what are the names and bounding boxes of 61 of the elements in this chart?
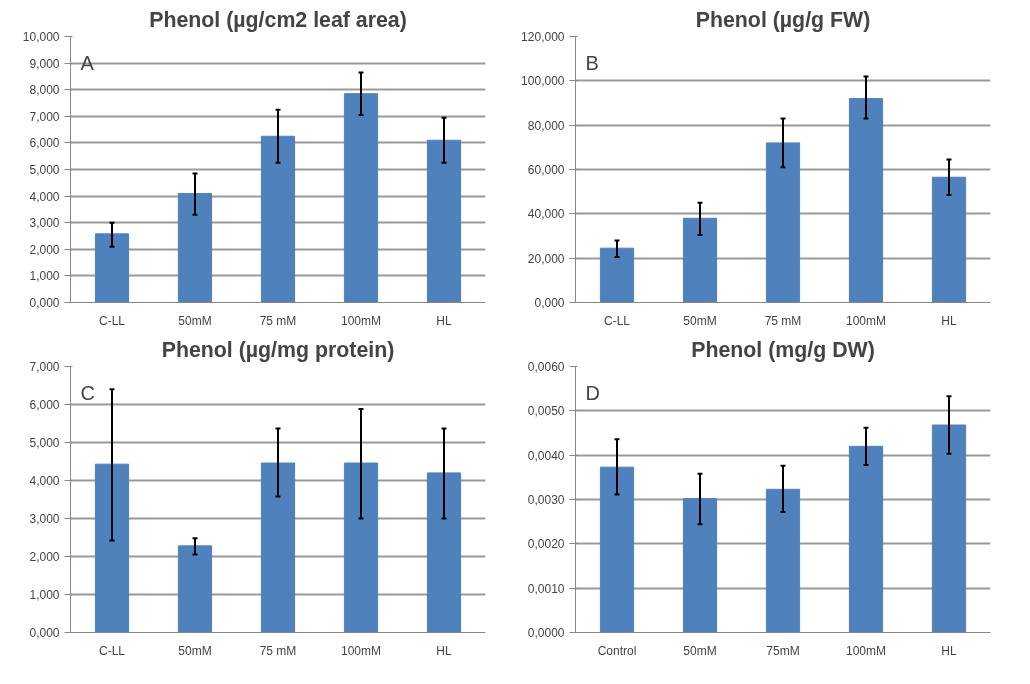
y-tick-label: 2,000 xyxy=(29,550,60,564)
y-tick-label: 0,000 xyxy=(29,296,60,310)
y-tick-label: 0,0010 xyxy=(527,581,565,596)
x-tick-label: C-LL xyxy=(99,313,126,328)
x-tick-label: 75 mM xyxy=(764,313,802,328)
y-tick-label: 0,0030 xyxy=(527,493,565,507)
chart-title: Phenol (µg/mg protein) xyxy=(161,337,395,362)
x-tick-label: Control xyxy=(597,643,637,658)
x-tick-label: 50mM xyxy=(178,643,212,658)
y-tick-label: 6,000 xyxy=(29,136,60,151)
y-tick-label: 4,000 xyxy=(29,474,60,488)
y-tick-label: 5,000 xyxy=(29,436,60,450)
y-tick-label: 1,000 xyxy=(29,269,60,284)
y-tick-label: 100,000 xyxy=(521,74,565,89)
y-tick-label: 4,000 xyxy=(29,189,60,204)
y-tick-label: 1,000 xyxy=(29,588,60,602)
y-tick-label: 9,000 xyxy=(29,56,60,71)
y-tick-label: 0,0040 xyxy=(527,448,565,463)
x-tick-label: HL xyxy=(941,643,957,658)
x-tick-label: HL xyxy=(436,313,452,328)
y-tick-label: 60,000 xyxy=(527,163,565,177)
x-tick-label: 100mM xyxy=(340,643,382,658)
x-tick-label: 50mM xyxy=(178,313,212,328)
y-tick-label: 10,000 xyxy=(22,30,60,44)
x-tick-label: HL xyxy=(941,313,957,328)
y-tick-label: 120,000 xyxy=(521,30,565,44)
chart-title: Phenol (µg/g FW) xyxy=(695,7,871,32)
x-tick-label: C-LL xyxy=(604,313,631,328)
y-tick-label: 0,0060 xyxy=(527,360,565,374)
x-tick-label: HL xyxy=(436,643,452,658)
annotation: D xyxy=(585,382,600,405)
y-tick-label: 0,0050 xyxy=(527,404,565,419)
y-tick-label: 20,000 xyxy=(527,251,565,266)
y-tick-label: 3,000 xyxy=(29,512,60,526)
annotation: C xyxy=(80,382,95,405)
x-tick-label: C-LL xyxy=(99,643,126,658)
y-tick-label: 7,000 xyxy=(29,360,60,374)
annotation: B xyxy=(585,52,599,75)
x-tick-label: 100mM xyxy=(340,313,382,328)
y-tick-label: 0,000 xyxy=(29,626,60,640)
x-tick-label: 100mM xyxy=(845,313,887,328)
x-tick-label: 50mM xyxy=(683,643,717,658)
y-tick-label: 8,000 xyxy=(29,83,60,98)
y-tick-label: 0,0020 xyxy=(527,537,565,552)
annotation: A xyxy=(80,52,95,75)
chart-title: Phenol (mg/g DW) xyxy=(691,337,875,362)
x-tick-label: 75mM xyxy=(766,643,800,658)
y-tick-label: 0,000 xyxy=(534,296,565,310)
y-tick-label: 0,0000 xyxy=(527,626,565,640)
y-tick-label: 80,000 xyxy=(527,118,565,133)
y-tick-label: 6,000 xyxy=(29,398,60,412)
y-tick-label: 2,000 xyxy=(29,242,60,257)
x-tick-label: 75 mM xyxy=(259,313,297,328)
x-tick-label: 75 mM xyxy=(259,643,297,658)
chart-title: Phenol (µg/cm2 leaf area) xyxy=(149,7,407,32)
y-tick-label: 3,000 xyxy=(29,216,60,231)
y-tick-label: 5,000 xyxy=(29,163,60,177)
y-tick-label: 7,000 xyxy=(29,109,60,124)
x-tick-label: 100mM xyxy=(845,643,887,658)
x-tick-label: 50mM xyxy=(683,313,717,328)
y-tick-label: 40,000 xyxy=(527,207,565,222)
